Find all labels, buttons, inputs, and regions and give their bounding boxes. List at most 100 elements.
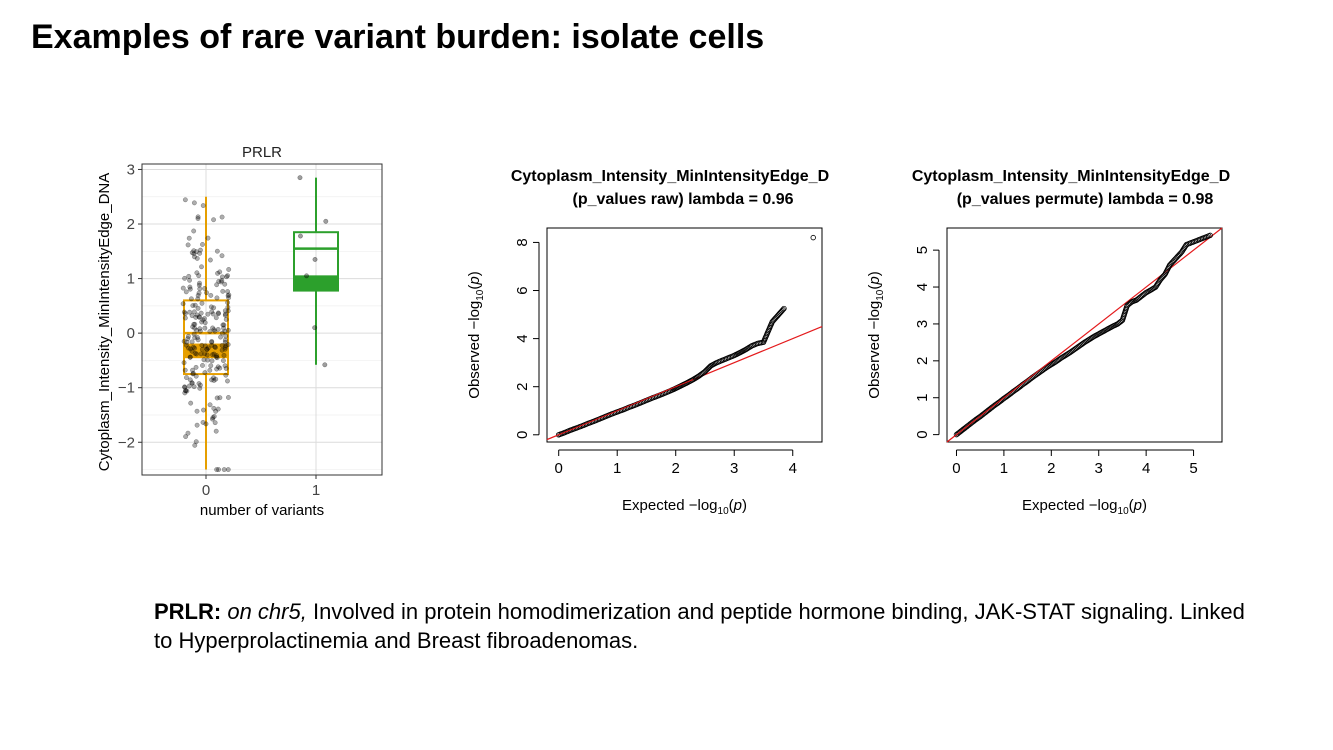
data-point xyxy=(190,303,196,308)
y-tick-label: 0 xyxy=(514,431,531,439)
data-point xyxy=(222,328,228,334)
box xyxy=(183,299,229,376)
data-point xyxy=(219,330,225,336)
caption-gene: PRLR: xyxy=(154,599,222,624)
y-tick-label: 8 xyxy=(514,238,531,246)
y-tick-label: 5 xyxy=(914,246,931,254)
x-tick-label: 4 xyxy=(789,460,797,477)
caption-text: Involved in protein homodimerization and… xyxy=(154,599,1245,653)
data-point xyxy=(192,350,198,356)
data-point xyxy=(194,256,200,261)
data-point xyxy=(322,362,328,368)
data-point xyxy=(208,363,214,369)
y-tick-label: 6 xyxy=(514,286,531,294)
data-point xyxy=(225,300,231,305)
data-point xyxy=(190,367,195,373)
data-point xyxy=(191,248,197,254)
data-point xyxy=(210,311,216,317)
data-point xyxy=(198,310,204,316)
data-point xyxy=(188,296,194,302)
data-point xyxy=(208,257,213,263)
y-tick-label: 2 xyxy=(914,357,931,365)
data-point xyxy=(223,317,229,322)
data-point xyxy=(182,367,188,373)
data-point xyxy=(184,375,189,380)
data-point xyxy=(211,351,217,357)
data-point xyxy=(220,322,226,328)
boxplot-ylabel: Cytoplasm_Intensity_MinIntensityEdge_DNA xyxy=(96,173,113,471)
qq-raw-title-line2: (p_values raw) lambda = 0.96 xyxy=(573,191,794,208)
data-point xyxy=(187,354,193,360)
x-tick-label: 3 xyxy=(1095,460,1103,477)
data-point xyxy=(197,286,203,292)
data-point xyxy=(181,338,187,344)
data-point xyxy=(204,290,209,296)
data-point xyxy=(223,333,229,339)
data-point xyxy=(189,380,195,386)
data-point xyxy=(194,327,200,333)
data-point xyxy=(297,175,303,181)
data-point xyxy=(198,247,203,253)
data-point xyxy=(202,351,208,357)
data-point xyxy=(225,304,231,310)
data-point xyxy=(200,363,205,368)
data-point xyxy=(210,325,216,331)
panel-border xyxy=(141,163,383,476)
data-point xyxy=(192,254,197,260)
data-point xyxy=(214,467,220,472)
data-point xyxy=(195,214,201,220)
data-point xyxy=(213,428,219,434)
data-point xyxy=(202,370,208,376)
data-point xyxy=(222,311,228,317)
data-point xyxy=(211,217,216,223)
x-tick-label: 5 xyxy=(1189,460,1197,477)
data-point xyxy=(212,328,218,334)
data-point xyxy=(204,352,210,358)
y-tick-label: 1 xyxy=(127,271,135,288)
data-point xyxy=(196,290,202,296)
data-point xyxy=(186,235,192,241)
data-point xyxy=(215,406,221,412)
data-point xyxy=(189,339,195,345)
data-point xyxy=(298,233,303,239)
data-point xyxy=(207,329,213,334)
data-point xyxy=(212,344,218,350)
data-point xyxy=(209,342,215,348)
caption-location: on chr5, xyxy=(227,599,307,624)
data-point xyxy=(200,317,206,323)
data-point xyxy=(188,346,193,352)
data-point xyxy=(196,273,202,279)
data-point xyxy=(217,395,223,401)
data-point xyxy=(199,342,205,348)
data-point xyxy=(214,295,220,301)
data-point xyxy=(183,434,189,439)
x-tick-label: 3 xyxy=(730,460,738,477)
qq-point xyxy=(781,305,787,312)
data-point xyxy=(191,331,197,337)
x-tick-label: 0 xyxy=(202,482,210,499)
y-axis-label: Observed −log10(p) xyxy=(866,271,886,398)
x-tick-label: 1 xyxy=(312,482,320,499)
data-point xyxy=(304,273,309,279)
boxplot-xlabel: number of variants xyxy=(200,502,324,519)
data-point xyxy=(207,402,213,408)
data-point xyxy=(192,302,198,308)
qq-permute-title-line2: (p_values permute) lambda = 0.98 xyxy=(957,191,1214,208)
data-point xyxy=(222,308,228,314)
data-point xyxy=(222,312,228,318)
data-point xyxy=(196,381,202,386)
qq-point xyxy=(810,234,816,241)
data-point xyxy=(312,325,318,331)
data-point xyxy=(180,285,186,291)
data-point xyxy=(196,314,202,320)
data-point xyxy=(220,288,226,294)
data-point xyxy=(180,301,186,307)
data-point xyxy=(225,289,230,294)
data-point xyxy=(195,296,201,302)
x-tick-label: 0 xyxy=(555,460,563,477)
data-point xyxy=(216,311,221,317)
y-tick-label: 3 xyxy=(914,320,931,328)
qq-point xyxy=(1207,232,1213,239)
data-point xyxy=(323,218,329,224)
data-point xyxy=(200,419,206,425)
